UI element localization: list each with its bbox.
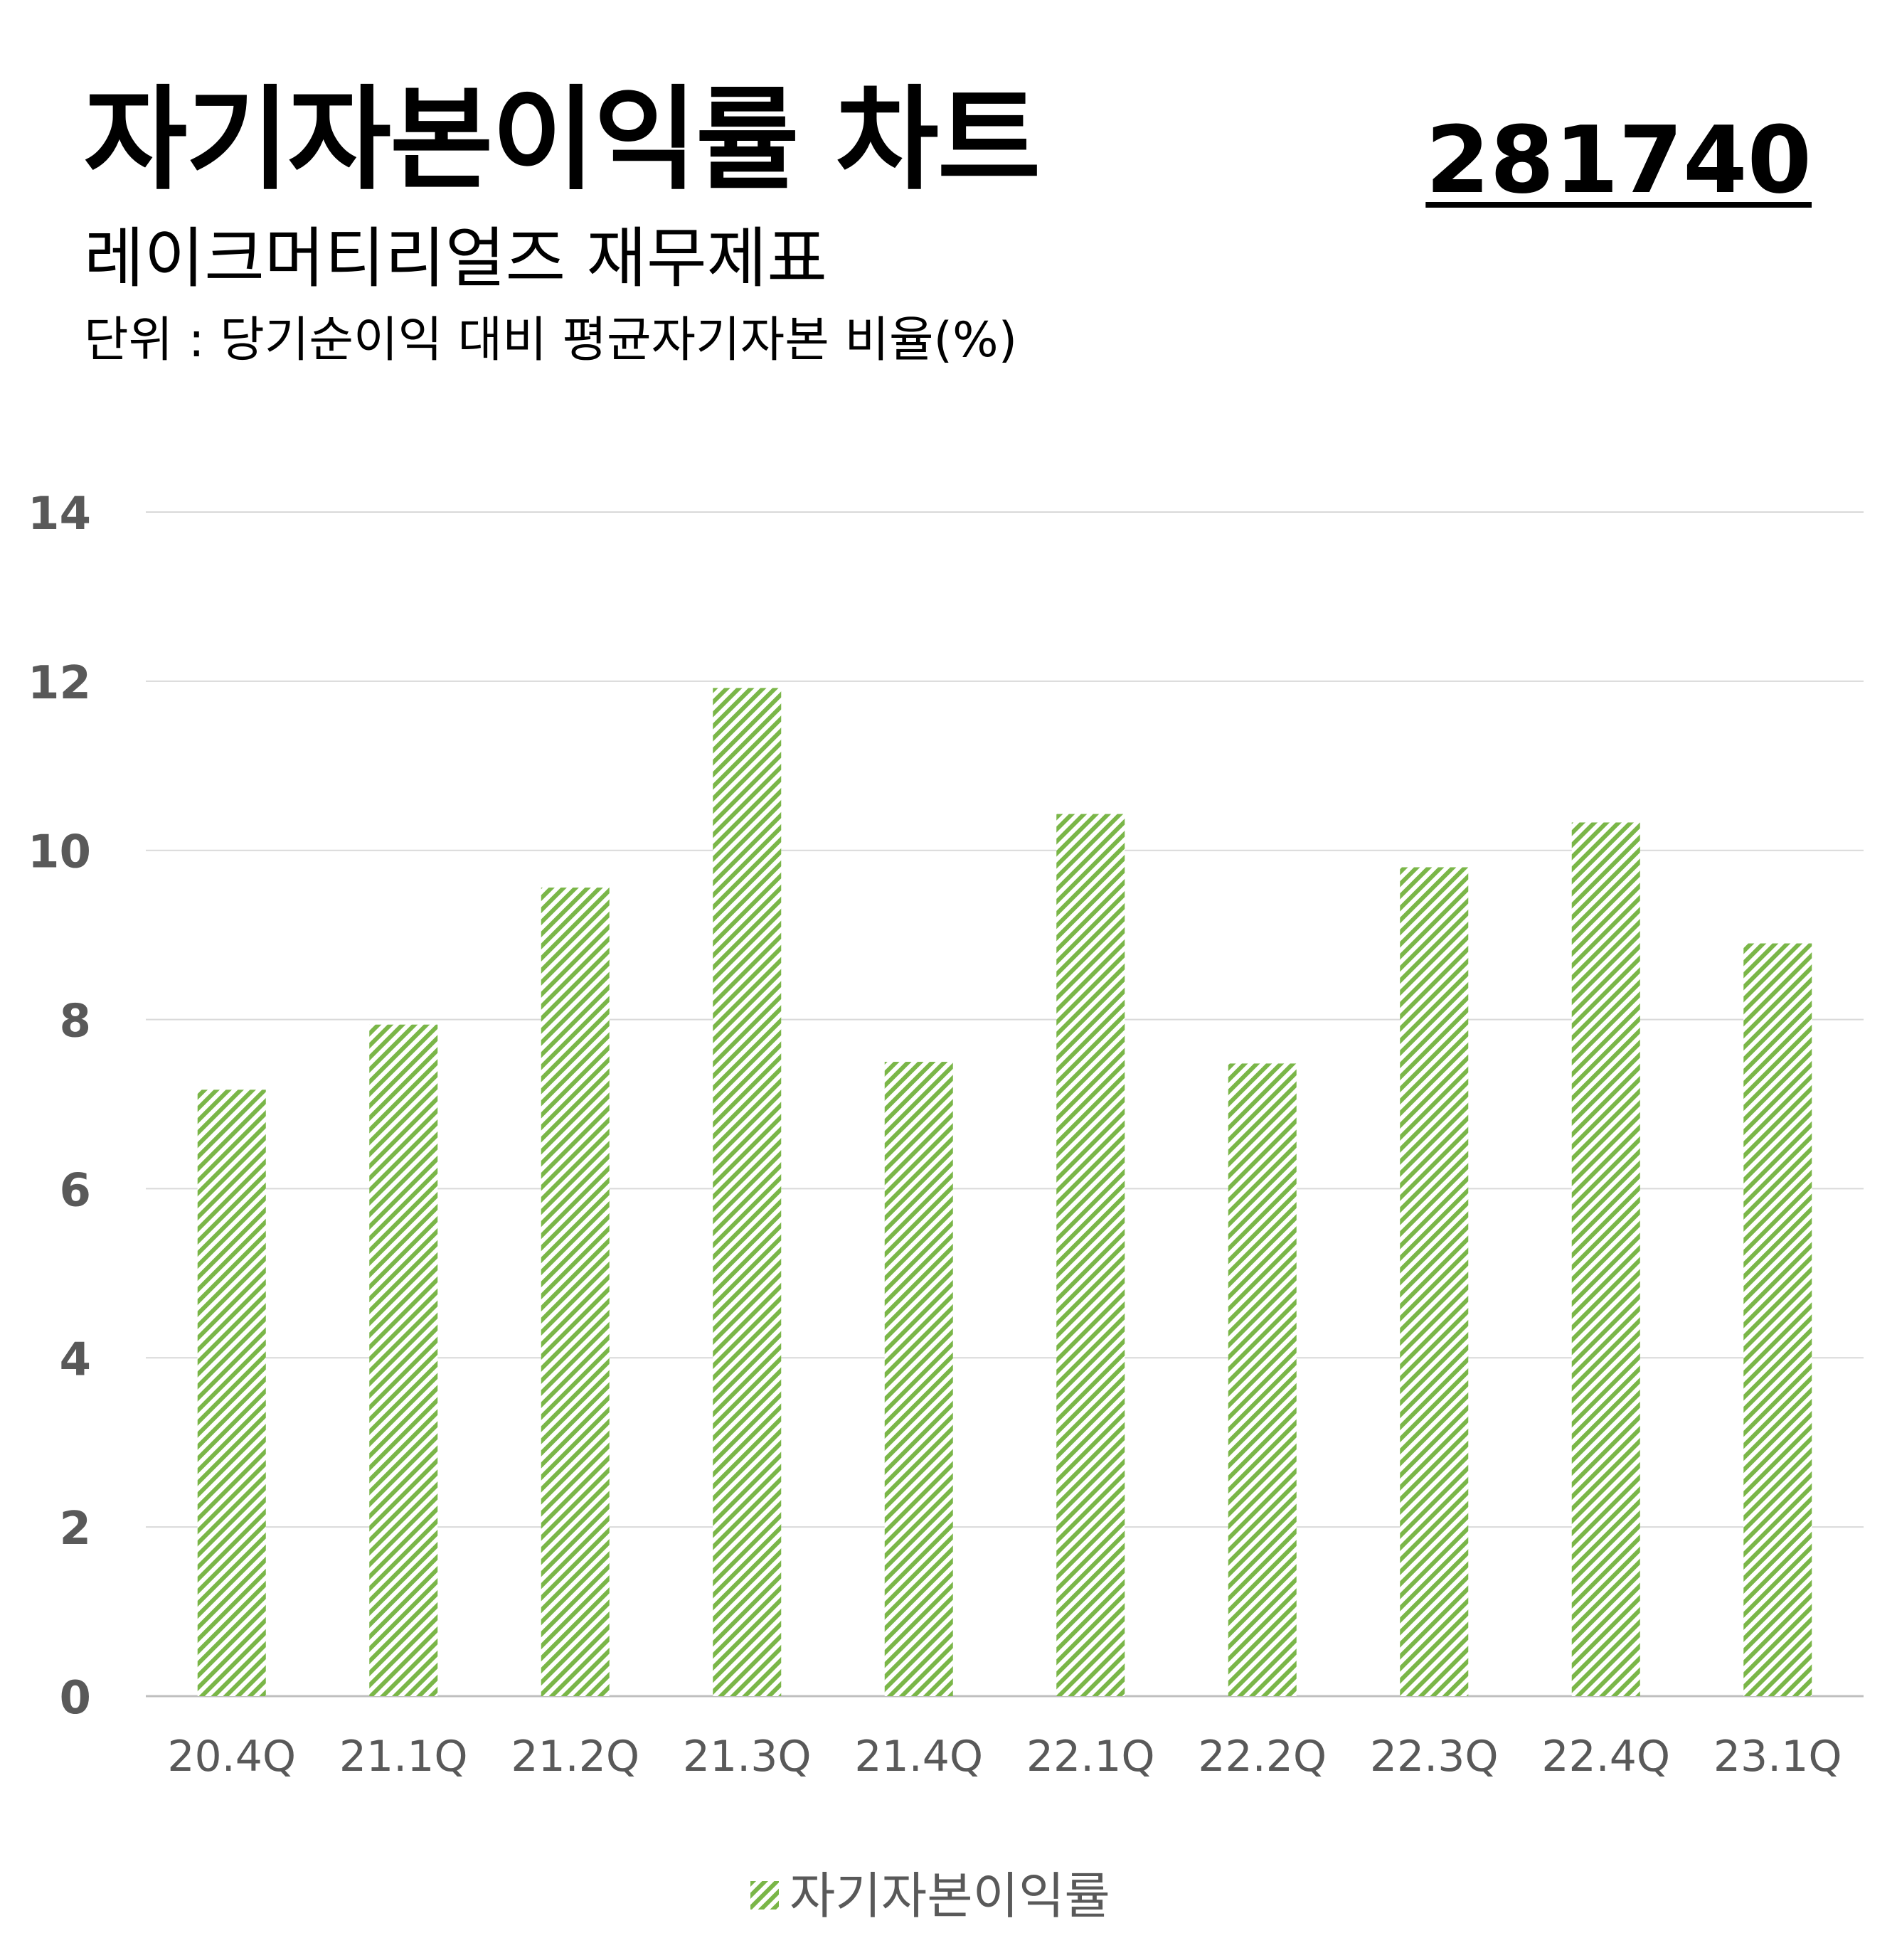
legend-swatch: [750, 1881, 779, 1910]
y-tick-label: 6: [59, 1164, 91, 1217]
bar-23.1Q: [1743, 943, 1812, 1696]
x-tick-label: 21.2Q: [511, 1732, 639, 1781]
stock-code: 281740: [1425, 106, 1812, 214]
chart-subtitle: 레이크머티리얼즈 재무제표: [84, 220, 827, 297]
bar-22.1Q: [1056, 814, 1125, 1696]
unit-label: 단위 : 당기순이익 대비 평균자기자본 비율(%): [84, 312, 1018, 368]
y-axis-ticks: 0 2 4 6 8 10 12 14: [28, 488, 91, 1725]
y-tick-label: 10: [28, 826, 91, 879]
y-tick-label: 8: [59, 996, 91, 1048]
legend-label: 자기자본이익률: [790, 1867, 1110, 1925]
y-tick-label: 4: [59, 1333, 91, 1386]
bar-21.4Q: [884, 1062, 953, 1696]
y-tick-label: 2: [59, 1503, 91, 1555]
bar-21.1Q: [369, 1024, 438, 1696]
x-tick-label: 22.4Q: [1541, 1732, 1670, 1781]
x-tick-label: 20.4Q: [167, 1732, 296, 1781]
chart-title: 자기자본이익률 차트: [84, 75, 1041, 206]
x-tick-label: 21.1Q: [339, 1732, 468, 1781]
x-tick-label: 22.1Q: [1026, 1732, 1155, 1781]
bars: [197, 688, 1812, 1697]
y-tick-label: 0: [59, 1672, 91, 1725]
y-tick-label: 14: [28, 488, 91, 540]
bar-22.4Q: [1571, 822, 1640, 1696]
bar-21.3Q: [713, 688, 782, 1697]
x-tick-label: 21.3Q: [683, 1732, 812, 1781]
bar-22.3Q: [1400, 867, 1469, 1696]
x-tick-label: 22.2Q: [1198, 1732, 1327, 1781]
x-tick-label: 23.1Q: [1713, 1732, 1842, 1781]
x-tick-label: 22.3Q: [1370, 1732, 1499, 1781]
y-tick-label: 12: [28, 657, 91, 710]
legend: 자기자본이익률: [750, 1867, 1110, 1925]
bar-20.4Q: [197, 1090, 266, 1696]
bar-21.2Q: [541, 888, 610, 1696]
x-tick-label: 21.4Q: [854, 1732, 983, 1781]
x-axis-ticks: 20.4Q 21.1Q 21.2Q 21.3Q 21.4Q 22.1Q 22.2Q 22.3Q…: [167, 1732, 1842, 1781]
bar-22.2Q: [1228, 1063, 1297, 1696]
